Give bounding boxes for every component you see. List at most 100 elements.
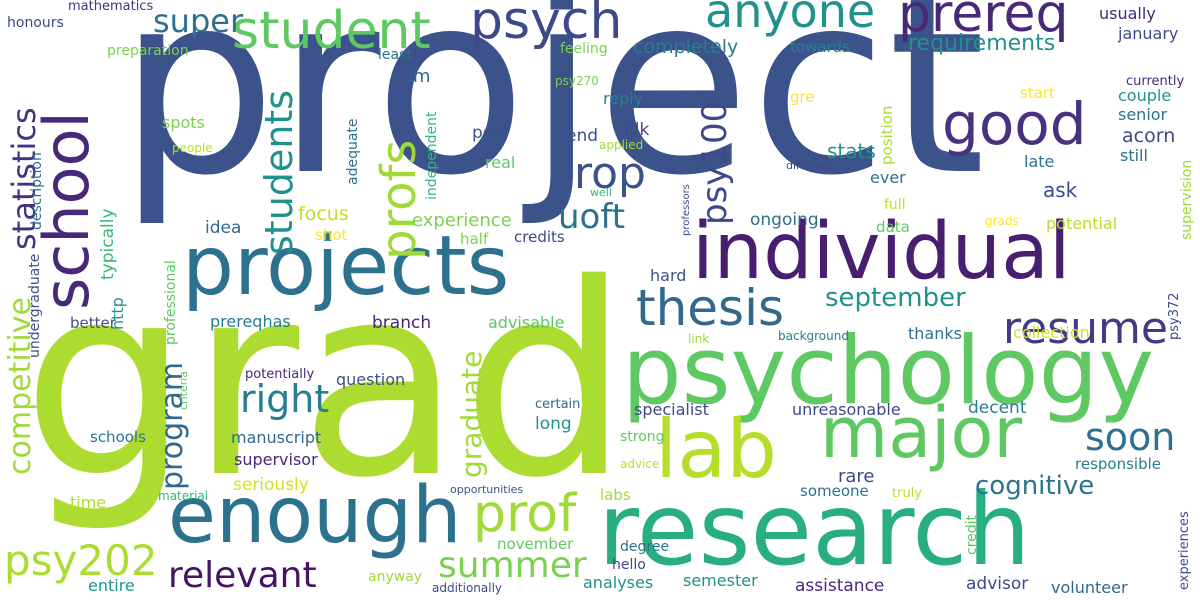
word: independent bbox=[424, 111, 440, 201]
word: question bbox=[336, 370, 406, 389]
word: ongoing bbox=[750, 210, 819, 230]
word: well bbox=[590, 186, 612, 199]
word: idea bbox=[205, 218, 242, 238]
word: people bbox=[172, 141, 213, 155]
word: data bbox=[876, 218, 910, 236]
word: prereq bbox=[898, 0, 1069, 44]
word: supervisor bbox=[234, 450, 318, 469]
word: different bbox=[786, 159, 833, 172]
word: supervision bbox=[1179, 159, 1195, 240]
word: usually bbox=[1099, 4, 1156, 23]
word: strong bbox=[620, 429, 665, 445]
word: start bbox=[1020, 84, 1055, 102]
word: student bbox=[232, 1, 431, 61]
word: november bbox=[497, 535, 574, 553]
word: senior bbox=[1118, 105, 1168, 124]
word: students bbox=[257, 89, 301, 255]
word: lab bbox=[655, 403, 778, 496]
word: psychology bbox=[622, 317, 1154, 426]
word: shot bbox=[315, 226, 348, 244]
word: collection bbox=[1013, 323, 1090, 342]
word: idk bbox=[624, 120, 650, 140]
word: typically bbox=[98, 208, 118, 280]
word: individual bbox=[692, 207, 1071, 297]
word: psych bbox=[470, 0, 623, 51]
word: focus bbox=[298, 203, 349, 225]
word: prereqhas bbox=[210, 312, 291, 331]
word: prof bbox=[473, 484, 577, 544]
word: good bbox=[942, 90, 1087, 158]
word: right bbox=[240, 377, 330, 421]
word: summer bbox=[438, 545, 587, 586]
word: profs bbox=[371, 139, 427, 260]
word: undergraduate bbox=[27, 253, 43, 358]
word: september bbox=[825, 283, 966, 313]
word: full bbox=[884, 197, 906, 213]
word: still bbox=[1120, 146, 1148, 165]
word: decent bbox=[968, 398, 1027, 418]
word: anyway bbox=[368, 569, 423, 585]
word: late bbox=[1024, 152, 1055, 171]
word: research bbox=[598, 471, 1031, 588]
word: gre bbox=[790, 88, 815, 106]
word: project bbox=[118, 0, 986, 230]
word: resume bbox=[1003, 303, 1168, 354]
word: applied bbox=[599, 138, 644, 152]
word: advisor bbox=[966, 574, 1029, 594]
word: rop bbox=[574, 148, 646, 199]
word: seriously bbox=[233, 475, 309, 495]
word: half bbox=[460, 230, 489, 248]
word: adequate bbox=[345, 118, 361, 185]
word: acorn bbox=[1122, 125, 1176, 147]
word: couple bbox=[1118, 86, 1172, 105]
word: professors bbox=[681, 184, 692, 236]
word: description bbox=[29, 152, 45, 230]
word: requirements bbox=[908, 31, 1056, 56]
word: completely bbox=[633, 36, 739, 58]
word: entire bbox=[88, 576, 135, 595]
word: anyone bbox=[705, 0, 876, 38]
word: analyses bbox=[583, 573, 654, 592]
word: potentially bbox=[245, 367, 315, 382]
word: spots bbox=[162, 113, 205, 132]
word: soon bbox=[1085, 415, 1176, 459]
word: end bbox=[566, 126, 599, 146]
word: link bbox=[688, 332, 710, 346]
word: advice bbox=[620, 457, 660, 471]
word: grad bbox=[22, 228, 630, 536]
word: currently bbox=[1126, 74, 1185, 89]
word: mathematics bbox=[68, 0, 154, 14]
word: truly bbox=[892, 486, 922, 501]
word: real bbox=[485, 153, 516, 172]
word: assistance bbox=[795, 576, 885, 596]
word: least bbox=[378, 47, 412, 63]
word: major bbox=[820, 392, 1023, 474]
word: experiences bbox=[1177, 511, 1192, 590]
word: semester bbox=[683, 571, 758, 590]
word: thanks bbox=[908, 324, 962, 343]
word: criteria bbox=[177, 370, 190, 410]
word: im bbox=[408, 66, 431, 87]
word: uoft bbox=[558, 197, 626, 237]
word: cognitive bbox=[975, 471, 1095, 501]
word: grads bbox=[985, 214, 1019, 228]
word: rare bbox=[838, 466, 875, 487]
word: graduate bbox=[455, 350, 488, 478]
word: additionally bbox=[432, 581, 503, 595]
word: hello bbox=[612, 557, 646, 573]
word: material bbox=[158, 489, 209, 503]
word: time bbox=[70, 493, 107, 512]
word: hard bbox=[650, 266, 687, 285]
word: degree bbox=[620, 539, 670, 555]
word: responsible bbox=[1075, 455, 1161, 473]
word: unreasonable bbox=[792, 400, 901, 419]
word: stats bbox=[827, 139, 876, 163]
word: school bbox=[30, 111, 103, 310]
word: credits bbox=[514, 228, 565, 246]
word: honours bbox=[7, 15, 64, 31]
word: super bbox=[153, 2, 244, 40]
word: volunteer bbox=[1051, 578, 1128, 597]
word: schools bbox=[90, 428, 146, 446]
word: psy372 bbox=[1167, 292, 1182, 340]
